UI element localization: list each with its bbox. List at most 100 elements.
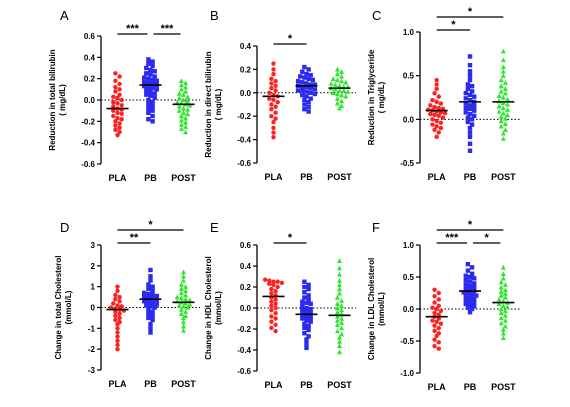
data-point <box>117 294 122 300</box>
data-point <box>174 99 180 105</box>
data-point <box>467 274 473 280</box>
data-point <box>142 79 147 85</box>
y-tick-label: -2 <box>88 345 96 354</box>
data-point <box>181 110 186 115</box>
data-point <box>339 98 345 104</box>
data-point <box>500 48 506 54</box>
data-point <box>334 309 340 315</box>
data-point <box>148 67 153 73</box>
data-point <box>330 90 336 95</box>
data-point <box>434 319 439 324</box>
data-point <box>142 294 147 300</box>
data-point <box>505 96 511 102</box>
x-tick-label-post: POST <box>491 172 516 182</box>
y-tick-label: 0.2 <box>240 65 252 74</box>
data-point <box>463 286 468 291</box>
significance-label: ** <box>130 232 139 244</box>
data-point <box>273 305 278 311</box>
data-point <box>502 80 508 85</box>
data-point <box>269 307 274 313</box>
data-point <box>467 77 473 83</box>
panel-letter: A <box>60 8 69 23</box>
data-point <box>178 121 184 127</box>
data-point <box>185 98 191 104</box>
data-point <box>273 328 278 334</box>
data-point <box>465 262 471 267</box>
data-point <box>434 99 439 105</box>
data-point <box>181 105 186 111</box>
data-point <box>500 130 506 136</box>
data-point <box>178 281 184 287</box>
y-axis-label: Reduction in Triglyceride <box>367 49 376 145</box>
data-point <box>500 335 506 340</box>
data-point <box>150 288 155 294</box>
y-tick-label: -0.5 <box>400 159 414 168</box>
data-point <box>115 101 120 106</box>
data-point <box>178 126 184 131</box>
y-tick-label: -0.4 <box>237 346 251 355</box>
significance-label: * <box>451 19 456 31</box>
data-point <box>111 104 116 109</box>
data-point <box>273 297 278 302</box>
data-point <box>467 103 473 108</box>
data-point <box>432 294 437 299</box>
data-point <box>146 117 151 122</box>
data-point <box>115 338 120 344</box>
data-point <box>113 119 118 124</box>
data-point <box>428 103 433 108</box>
y-axis-label: (mmol/L) <box>377 292 386 326</box>
y-tick-label: 0.0 <box>240 89 252 98</box>
significance-label: * <box>468 6 473 18</box>
data-point <box>496 108 502 114</box>
data-point <box>334 301 340 306</box>
data-point <box>267 90 272 96</box>
data-point <box>269 102 274 107</box>
data-point <box>150 292 155 298</box>
data-point <box>295 88 301 93</box>
data-point <box>334 77 340 83</box>
data-point <box>183 284 189 289</box>
data-point <box>304 310 309 315</box>
data-point <box>178 82 184 88</box>
data-point <box>150 59 155 64</box>
data-point <box>502 308 508 314</box>
data-point <box>181 323 186 329</box>
data-point <box>500 110 506 116</box>
data-point <box>502 312 508 318</box>
data-point <box>146 291 151 297</box>
data-point <box>271 119 276 125</box>
data-point <box>463 105 468 111</box>
data-point <box>273 110 278 115</box>
data-point <box>181 97 186 103</box>
data-point <box>115 334 120 339</box>
data-point <box>306 297 311 302</box>
data-point <box>332 82 338 87</box>
data-point <box>306 67 311 72</box>
data-point <box>436 297 441 302</box>
data-point <box>273 322 278 327</box>
data-point <box>119 103 124 108</box>
panel-f: F -1.0 -0.5 0.0 0.5 1.0 Change in LDL Choleste… <box>367 219 520 392</box>
y-axis-label: (mmol/L) <box>64 290 73 324</box>
data-point <box>181 327 186 333</box>
data-point <box>300 299 305 304</box>
data-point <box>339 78 345 84</box>
data-point <box>328 80 334 86</box>
data-point <box>467 69 473 74</box>
data-point <box>463 101 468 106</box>
data-point <box>150 317 155 323</box>
data-point <box>498 320 504 326</box>
data-point <box>273 88 278 93</box>
data-point <box>332 86 338 92</box>
data-point <box>273 116 278 121</box>
data-point <box>302 290 307 295</box>
data-point <box>432 112 437 118</box>
data-point <box>269 106 274 112</box>
data-point <box>273 311 278 316</box>
data-point <box>154 302 159 307</box>
x-tick-label-post: POST <box>491 382 516 392</box>
data-point <box>306 334 311 339</box>
data-point <box>148 93 153 98</box>
data-point <box>146 80 151 86</box>
data-point <box>463 297 468 303</box>
